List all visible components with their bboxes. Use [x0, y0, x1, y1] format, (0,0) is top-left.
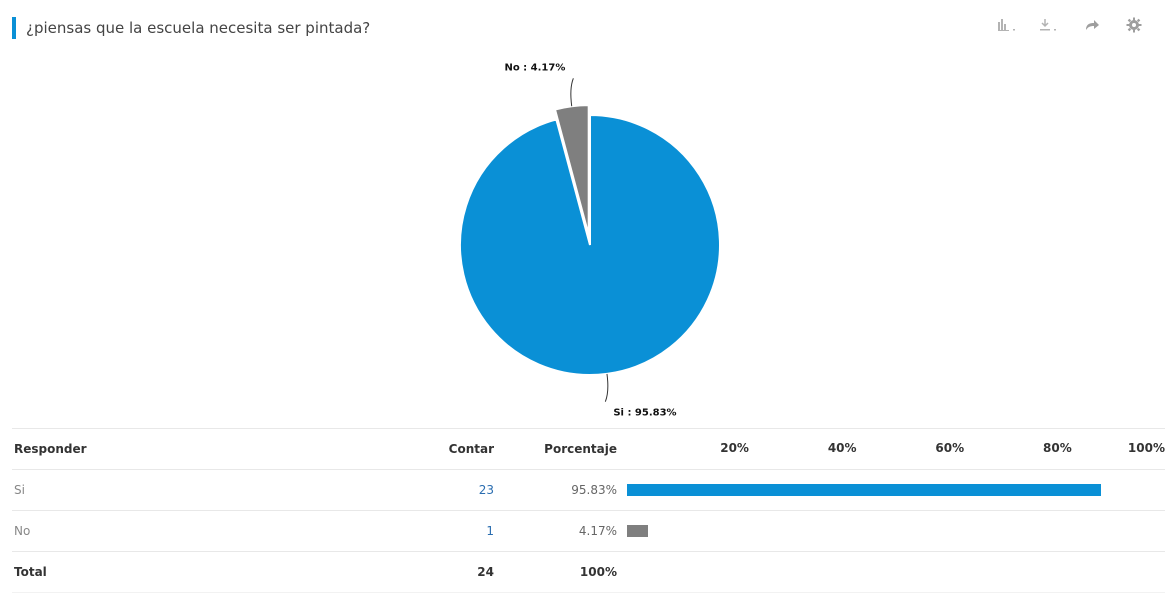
pie-connector-no: [570, 78, 574, 107]
scale-tick: 40%: [827, 441, 857, 455]
scale-tick: 80%: [1043, 441, 1072, 455]
row-label: Si: [12, 469, 394, 511]
scale-tick: 60%: [935, 441, 965, 455]
bar-chart-icon[interactable]: [996, 14, 1020, 36]
share-icon[interactable]: [1080, 14, 1104, 36]
scale-tick: 20%: [720, 441, 749, 455]
header-porcentaje: Porcentaje: [496, 428, 627, 470]
pie-slice-si[interactable]: [459, 113, 721, 376]
bar-no: [627, 525, 648, 537]
pie-slice-no[interactable]: [553, 104, 590, 236]
row-percent: 95.83%: [496, 469, 627, 511]
download-icon[interactable]: [1038, 14, 1062, 36]
total-label: Total: [12, 551, 394, 593]
header-contar: Contar: [394, 428, 496, 470]
pie-connector-si: [604, 373, 609, 402]
table-row: No 1 4.17%: [12, 510, 1165, 552]
header-scale: 20% 40% 60% 80% 100%: [627, 428, 1165, 470]
pie-chart-svg: Si : 95.83% No : 4.17%: [459, 62, 721, 419]
bar-si: [627, 484, 1102, 496]
chart-toolbar: [996, 14, 1146, 36]
pie-label-no: No : 4.17%: [504, 62, 565, 73]
total-count: 24: [394, 551, 496, 593]
total-percent: 100%: [496, 551, 627, 593]
table-header-row: Responder Contar Porcentaje 20% 40% 60% 80%…: [12, 428, 1165, 470]
row-percent: 4.17%: [496, 510, 627, 552]
scale-ticks: 20% 40% 60% 80% 100%: [627, 429, 1165, 469]
gear-icon[interactable]: [1122, 14, 1146, 36]
response-table: Responder Contar Porcentaje 20% 40% 60% 80%…: [12, 428, 1165, 593]
bar-track: [627, 470, 1165, 510]
scale-tick: 100%: [1127, 441, 1165, 455]
header-responder: Responder: [12, 428, 394, 470]
row-count[interactable]: 1: [394, 510, 496, 552]
pie-label-si: Si : 95.83%: [613, 408, 676, 419]
question-title: ¿piensas que la escuela necesita ser pin…: [26, 19, 371, 37]
row-label: No: [12, 510, 394, 552]
chart-header: ¿piensas que la escuela necesita ser pin…: [12, 16, 370, 40]
row-count[interactable]: 23: [394, 469, 496, 511]
title-accent-bar: [12, 17, 16, 39]
bar-track: [627, 511, 1165, 551]
pie-chart: Si : 95.83% No : 4.17%: [0, 60, 1176, 420]
table-row: Si 23 95.83%: [12, 469, 1165, 511]
total-row: Total 24 100%: [12, 551, 1165, 593]
